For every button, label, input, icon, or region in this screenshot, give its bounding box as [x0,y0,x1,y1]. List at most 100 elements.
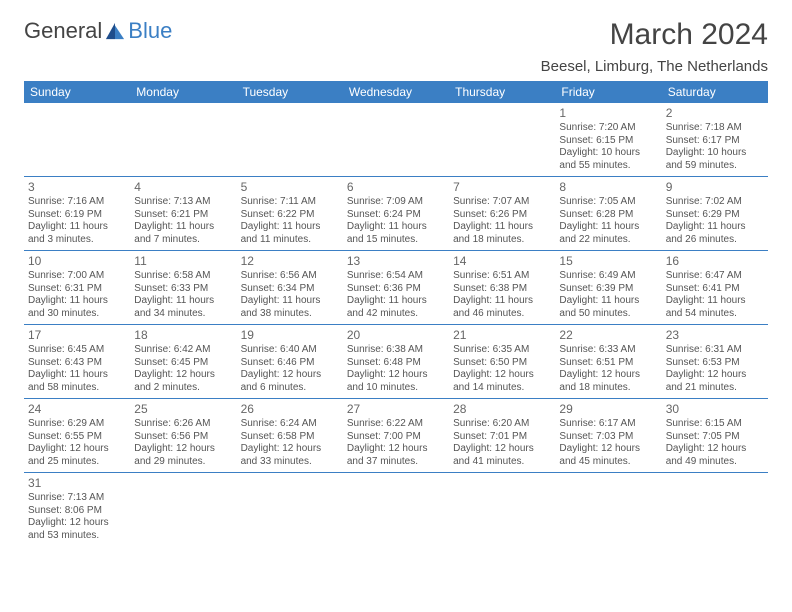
calendar-week-row: 1Sunrise: 7:20 AMSunset: 6:15 PMDaylight… [24,103,768,177]
calendar-week-row: 10Sunrise: 7:00 AMSunset: 6:31 PMDayligh… [24,251,768,325]
sunrise-text: Sunrise: 6:22 AM [347,418,445,431]
calendar-day-cell: 10Sunrise: 7:00 AMSunset: 6:31 PMDayligh… [24,251,130,325]
calendar-day-cell: 13Sunrise: 6:54 AMSunset: 6:36 PMDayligh… [343,251,449,325]
sunrise-text: Sunrise: 6:40 AM [241,344,339,357]
daylight-text: Daylight: 12 hours and 29 minutes. [134,443,232,468]
day-number: 3 [28,180,126,195]
sunrise-text: Sunrise: 6:56 AM [241,270,339,283]
daylight-text: Daylight: 12 hours and 25 minutes. [28,443,126,468]
calendar-day-cell: 18Sunrise: 6:42 AMSunset: 6:45 PMDayligh… [130,325,236,399]
daylight-text: Daylight: 11 hours and 22 minutes. [559,221,657,246]
location-text: Beesel, Limburg, The Netherlands [541,58,768,75]
calendar-day-cell: 2Sunrise: 7:18 AMSunset: 6:17 PMDaylight… [662,103,768,177]
calendar-day-cell: 24Sunrise: 6:29 AMSunset: 6:55 PMDayligh… [24,399,130,473]
day-header: Thursday [449,81,555,103]
calendar-day-cell [449,103,555,177]
calendar-day-cell [662,473,768,547]
day-number: 10 [28,254,126,269]
day-number: 7 [453,180,551,195]
sunset-text: Sunset: 7:00 PM [347,431,445,444]
page-title: March 2024 [541,18,768,52]
day-number: 17 [28,328,126,343]
sunset-text: Sunset: 6:31 PM [28,283,126,296]
day-number: 19 [241,328,339,343]
calendar-day-cell: 21Sunrise: 6:35 AMSunset: 6:50 PMDayligh… [449,325,555,399]
sunset-text: Sunset: 6:53 PM [666,357,764,370]
day-number: 13 [347,254,445,269]
sunrise-text: Sunrise: 7:16 AM [28,196,126,209]
day-number: 12 [241,254,339,269]
sunrise-text: Sunrise: 6:17 AM [559,418,657,431]
calendar-day-cell: 29Sunrise: 6:17 AMSunset: 7:03 PMDayligh… [555,399,661,473]
calendar-day-cell: 25Sunrise: 6:26 AMSunset: 6:56 PMDayligh… [130,399,236,473]
sunset-text: Sunset: 6:17 PM [666,135,764,148]
day-number: 21 [453,328,551,343]
daylight-text: Daylight: 11 hours and 58 minutes. [28,369,126,394]
day-header: Friday [555,81,661,103]
calendar-day-cell: 17Sunrise: 6:45 AMSunset: 6:43 PMDayligh… [24,325,130,399]
daylight-text: Daylight: 11 hours and 15 minutes. [347,221,445,246]
calendar-day-cell: 30Sunrise: 6:15 AMSunset: 7:05 PMDayligh… [662,399,768,473]
daylight-text: Daylight: 11 hours and 42 minutes. [347,295,445,320]
daylight-text: Daylight: 11 hours and 50 minutes. [559,295,657,320]
day-number: 15 [559,254,657,269]
daylight-text: Daylight: 12 hours and 37 minutes. [347,443,445,468]
daylight-text: Daylight: 11 hours and 26 minutes. [666,221,764,246]
day-number: 22 [559,328,657,343]
calendar-day-cell [24,103,130,177]
calendar-day-cell: 5Sunrise: 7:11 AMSunset: 6:22 PMDaylight… [237,177,343,251]
calendar-day-cell [343,103,449,177]
sunset-text: Sunset: 6:50 PM [453,357,551,370]
sunrise-text: Sunrise: 7:13 AM [134,196,232,209]
day-header: Wednesday [343,81,449,103]
sunset-text: Sunset: 6:24 PM [347,209,445,222]
daylight-text: Daylight: 11 hours and 34 minutes. [134,295,232,320]
daylight-text: Daylight: 12 hours and 53 minutes. [28,517,126,542]
calendar-day-cell [449,473,555,547]
sunrise-text: Sunrise: 6:51 AM [453,270,551,283]
day-number: 8 [559,180,657,195]
sunset-text: Sunset: 6:55 PM [28,431,126,444]
logo: General Blue [24,18,172,44]
calendar-day-cell: 4Sunrise: 7:13 AMSunset: 6:21 PMDaylight… [130,177,236,251]
day-number: 5 [241,180,339,195]
day-number: 4 [134,180,232,195]
sunset-text: Sunset: 6:26 PM [453,209,551,222]
day-number: 11 [134,254,232,269]
day-number: 24 [28,402,126,417]
sunset-text: Sunset: 6:21 PM [134,209,232,222]
sunrise-text: Sunrise: 7:11 AM [241,196,339,209]
sunrise-text: Sunrise: 6:29 AM [28,418,126,431]
sunset-text: Sunset: 6:28 PM [559,209,657,222]
daylight-text: Daylight: 12 hours and 49 minutes. [666,443,764,468]
sunset-text: Sunset: 6:19 PM [28,209,126,222]
sunset-text: Sunset: 6:15 PM [559,135,657,148]
day-number: 14 [453,254,551,269]
daylight-text: Daylight: 10 hours and 55 minutes. [559,147,657,172]
day-number: 20 [347,328,445,343]
daylight-text: Daylight: 12 hours and 2 minutes. [134,369,232,394]
sunset-text: Sunset: 6:22 PM [241,209,339,222]
day-number: 29 [559,402,657,417]
day-number: 23 [666,328,764,343]
calendar-day-cell: 15Sunrise: 6:49 AMSunset: 6:39 PMDayligh… [555,251,661,325]
sunrise-text: Sunrise: 6:15 AM [666,418,764,431]
logo-sail-icon [104,21,126,41]
calendar-day-cell: 3Sunrise: 7:16 AMSunset: 6:19 PMDaylight… [24,177,130,251]
day-number: 25 [134,402,232,417]
calendar-day-cell [555,473,661,547]
sunrise-text: Sunrise: 7:09 AM [347,196,445,209]
day-number: 27 [347,402,445,417]
calendar-day-cell [343,473,449,547]
day-header: Saturday [662,81,768,103]
sunset-text: Sunset: 6:51 PM [559,357,657,370]
daylight-text: Daylight: 11 hours and 30 minutes. [28,295,126,320]
calendar-day-cell: 20Sunrise: 6:38 AMSunset: 6:48 PMDayligh… [343,325,449,399]
daylight-text: Daylight: 12 hours and 33 minutes. [241,443,339,468]
sunrise-text: Sunrise: 6:38 AM [347,344,445,357]
day-number: 16 [666,254,764,269]
day-header-row: Sunday Monday Tuesday Wednesday Thursday… [24,81,768,103]
calendar-week-row: 31Sunrise: 7:13 AMSunset: 8:06 PMDayligh… [24,473,768,547]
sunset-text: Sunset: 6:34 PM [241,283,339,296]
calendar-day-cell: 27Sunrise: 6:22 AMSunset: 7:00 PMDayligh… [343,399,449,473]
